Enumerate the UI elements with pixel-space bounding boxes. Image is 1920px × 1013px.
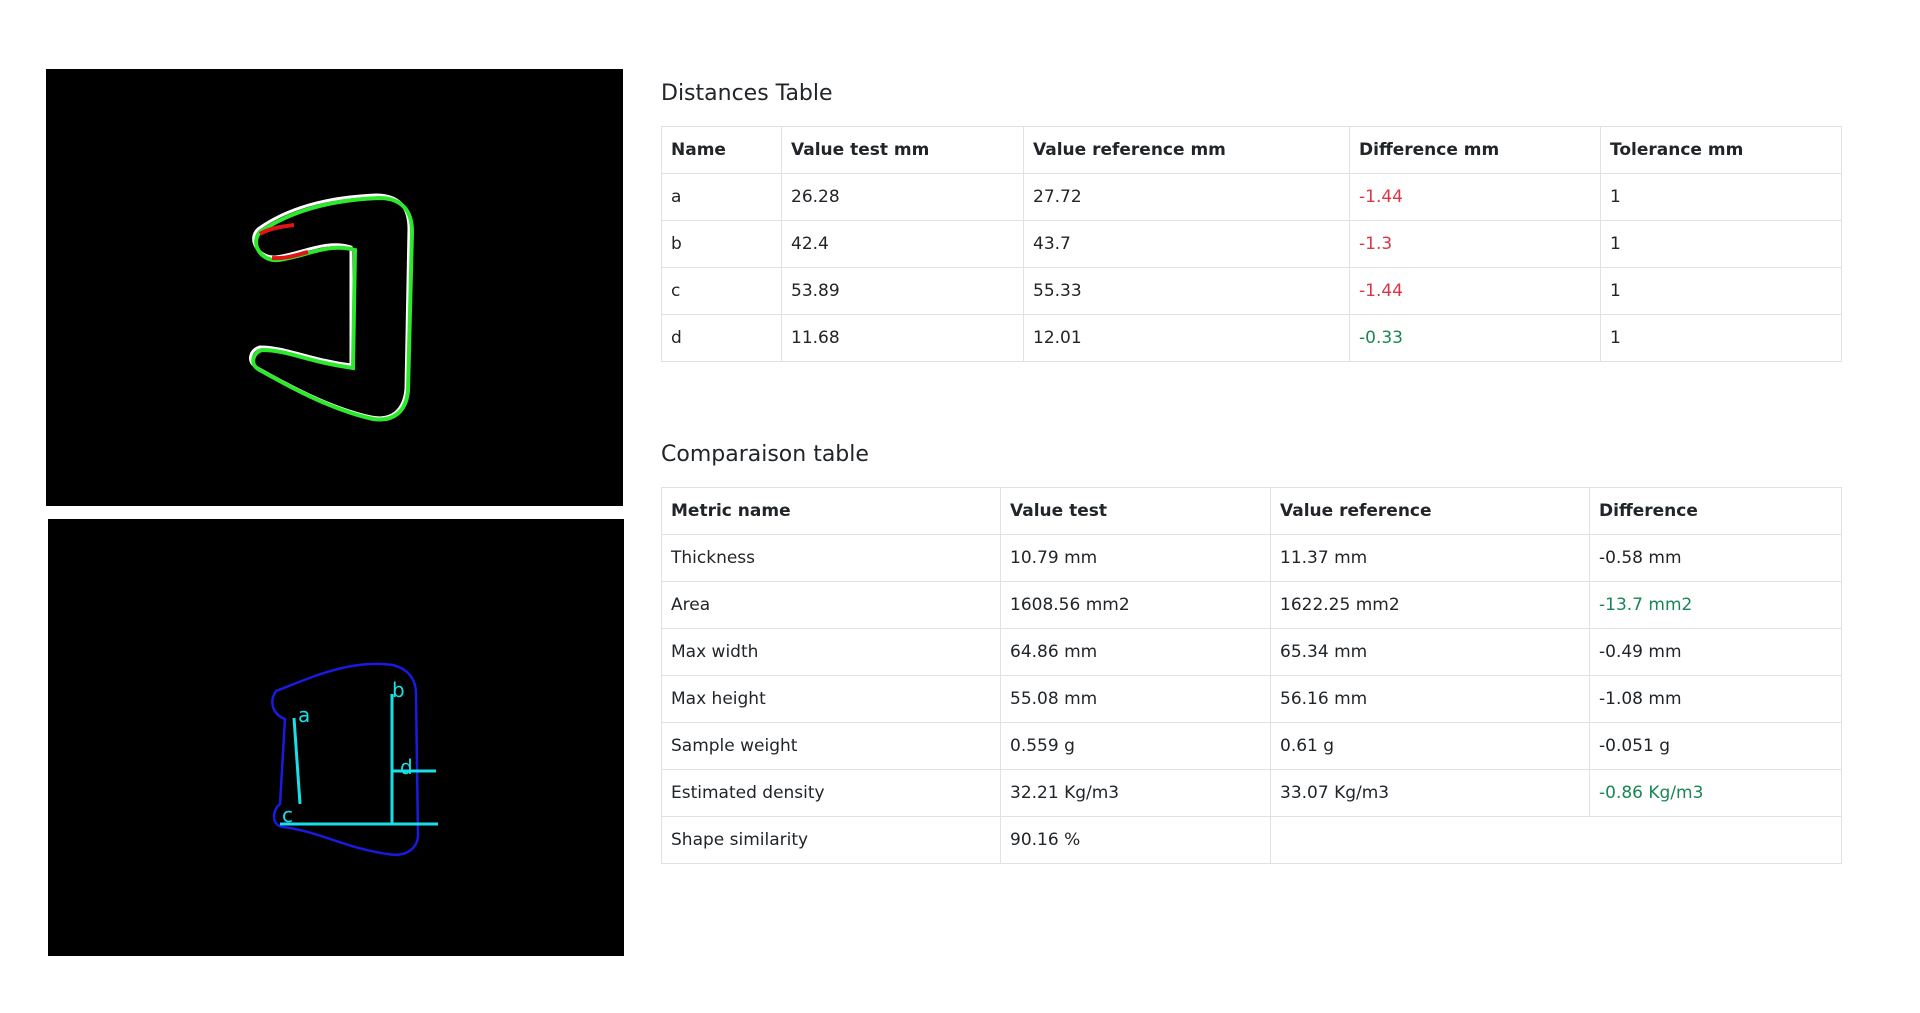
difference-cell: -0.49 mm	[1589, 628, 1842, 676]
difference-cell: -1.3	[1349, 220, 1601, 268]
value-reference-cell: 43.7	[1023, 220, 1350, 268]
distances-table: Name Value test mm Value reference mm Di…	[661, 126, 1842, 362]
value-reference-cell: 56.16 mm	[1270, 675, 1590, 723]
value-test-cell: 42.4	[781, 220, 1024, 268]
column-header: Metric name	[661, 487, 1001, 535]
test-contour	[251, 195, 415, 422]
metric-name-cell: Max height	[661, 675, 1001, 723]
deviation-segment-inner	[271, 250, 309, 261]
difference-cell: -1.08 mm	[1589, 675, 1842, 723]
metric-name-cell: Sample weight	[661, 722, 1001, 770]
contour-overlay-svg	[249, 193, 415, 422]
table-row: Thickness 10.79 mm 11.37 mm -0.58 mm	[661, 534, 1842, 582]
table-row: d 11.68 12.01 -0.33 1	[661, 314, 1842, 362]
table-row: Shape similarity 90.16 %	[661, 816, 1842, 864]
value-test-cell: 53.89	[781, 267, 1024, 315]
measure-label-c: c	[282, 803, 293, 827]
comparison-header-row: Metric name Value test Value reference D…	[661, 487, 1842, 535]
contour-overlay-image	[46, 69, 623, 506]
metric-name-cell: Estimated density	[661, 769, 1001, 817]
distance-name-cell: b	[661, 220, 782, 268]
measure-label-a: a	[298, 703, 310, 727]
metric-name-cell: Thickness	[661, 534, 1001, 582]
difference-cell: -0.58 mm	[1589, 534, 1842, 582]
table-row: Estimated density 32.21 Kg/m3 33.07 Kg/m3-…	[661, 769, 1842, 817]
value-test-cell: 1608.56 mm2	[1000, 581, 1271, 629]
column-header: Difference	[1589, 487, 1842, 535]
value-reference-cell: 27.72	[1023, 173, 1350, 221]
comparison-table-title: Comparaison table	[661, 442, 869, 467]
distance-name-cell: c	[661, 267, 782, 315]
column-header: Value reference mm	[1023, 126, 1350, 174]
difference-cell: -1.44	[1349, 173, 1601, 221]
value-reference-cell: 0.61 g	[1270, 722, 1590, 770]
measurement-svg: a b c d	[271, 662, 438, 856]
measure-line-a	[292, 717, 302, 805]
tolerance-cell: 1	[1600, 173, 1842, 221]
difference-cell: -1.44	[1349, 267, 1601, 315]
table-row: Max width 64.86 mm 65.34 mm -0.49 mm	[661, 628, 1842, 676]
value-reference-cell: 33.07 Kg/m3	[1270, 769, 1590, 817]
metric-name-cell: Area	[661, 581, 1001, 629]
value-test-cell: 26.28	[781, 173, 1024, 221]
distances-table-title: Distances Table	[661, 81, 833, 106]
value-test-cell: 55.08 mm	[1000, 675, 1271, 723]
metric-name-cell: Max width	[661, 628, 1001, 676]
column-header: Difference mm	[1349, 126, 1601, 174]
difference-cell: -0.051 g	[1589, 722, 1842, 770]
table-row: b 42.4 43.7 -1.3 1	[661, 220, 1842, 268]
value-reference-cell: 12.01	[1023, 314, 1350, 362]
table-row: Sample weight 0.559 g 0.61 g -0.051 g	[661, 722, 1842, 770]
column-header: Name	[661, 126, 782, 174]
comparison-table: Metric name Value test Value reference D…	[661, 487, 1842, 864]
distances-section: Distances Table Name Value test mm Value…	[661, 78, 1842, 362]
difference-cell: -0.33	[1349, 314, 1601, 362]
value-test-cell: 32.21 Kg/m3	[1000, 769, 1271, 817]
column-header: Value test mm	[781, 126, 1024, 174]
tolerance-cell: 1	[1600, 220, 1842, 268]
distances-header-row: Name Value test mm Value reference mm Di…	[661, 126, 1842, 174]
value-test-cell: 90.16 %	[1000, 816, 1271, 864]
value-reference-cell: 65.34 mm	[1270, 628, 1590, 676]
value-reference-cell: 11.37 mm	[1270, 534, 1590, 582]
table-row: c 53.89 55.33 -1.44 1	[661, 267, 1842, 315]
comparison-section: Comparaison table Metric name Value test…	[661, 439, 1842, 864]
merged-empty-cell	[1270, 816, 1842, 864]
measurement-image: a b c d	[48, 519, 624, 956]
distance-name-cell: a	[661, 173, 782, 221]
tolerance-cell: 1	[1600, 314, 1842, 362]
column-header: Value test	[1000, 487, 1271, 535]
deviation-segment-top	[258, 223, 295, 236]
column-header: Tolerance mm	[1600, 126, 1842, 174]
difference-cell: -13.7 mm2	[1589, 581, 1842, 629]
metric-name-cell: Shape similarity	[661, 816, 1001, 864]
value-test-cell: 11.68	[781, 314, 1024, 362]
measure-label-b: b	[392, 678, 405, 702]
tolerance-cell: 1	[1600, 267, 1842, 315]
distance-name-cell: d	[661, 314, 782, 362]
table-row: Max height 55.08 mm 56.16 mm -1.08 mm	[661, 675, 1842, 723]
value-reference-cell: 55.33	[1023, 267, 1350, 315]
table-row: a 26.28 27.72 -1.44 1	[661, 173, 1842, 221]
sample-outline	[271, 662, 420, 856]
value-test-cell: 64.86 mm	[1000, 628, 1271, 676]
value-test-cell: 0.559 g	[1000, 722, 1271, 770]
value-test-cell: 10.79 mm	[1000, 534, 1271, 582]
table-row: Area 1608.56 mm2 1622.25 mm2 -13.7 mm2	[661, 581, 1842, 629]
measure-label-d: d	[400, 755, 413, 779]
difference-cell: -0.86 Kg/m3	[1589, 769, 1842, 817]
column-header: Value reference	[1270, 487, 1590, 535]
value-reference-cell: 1622.25 mm2	[1270, 581, 1590, 629]
